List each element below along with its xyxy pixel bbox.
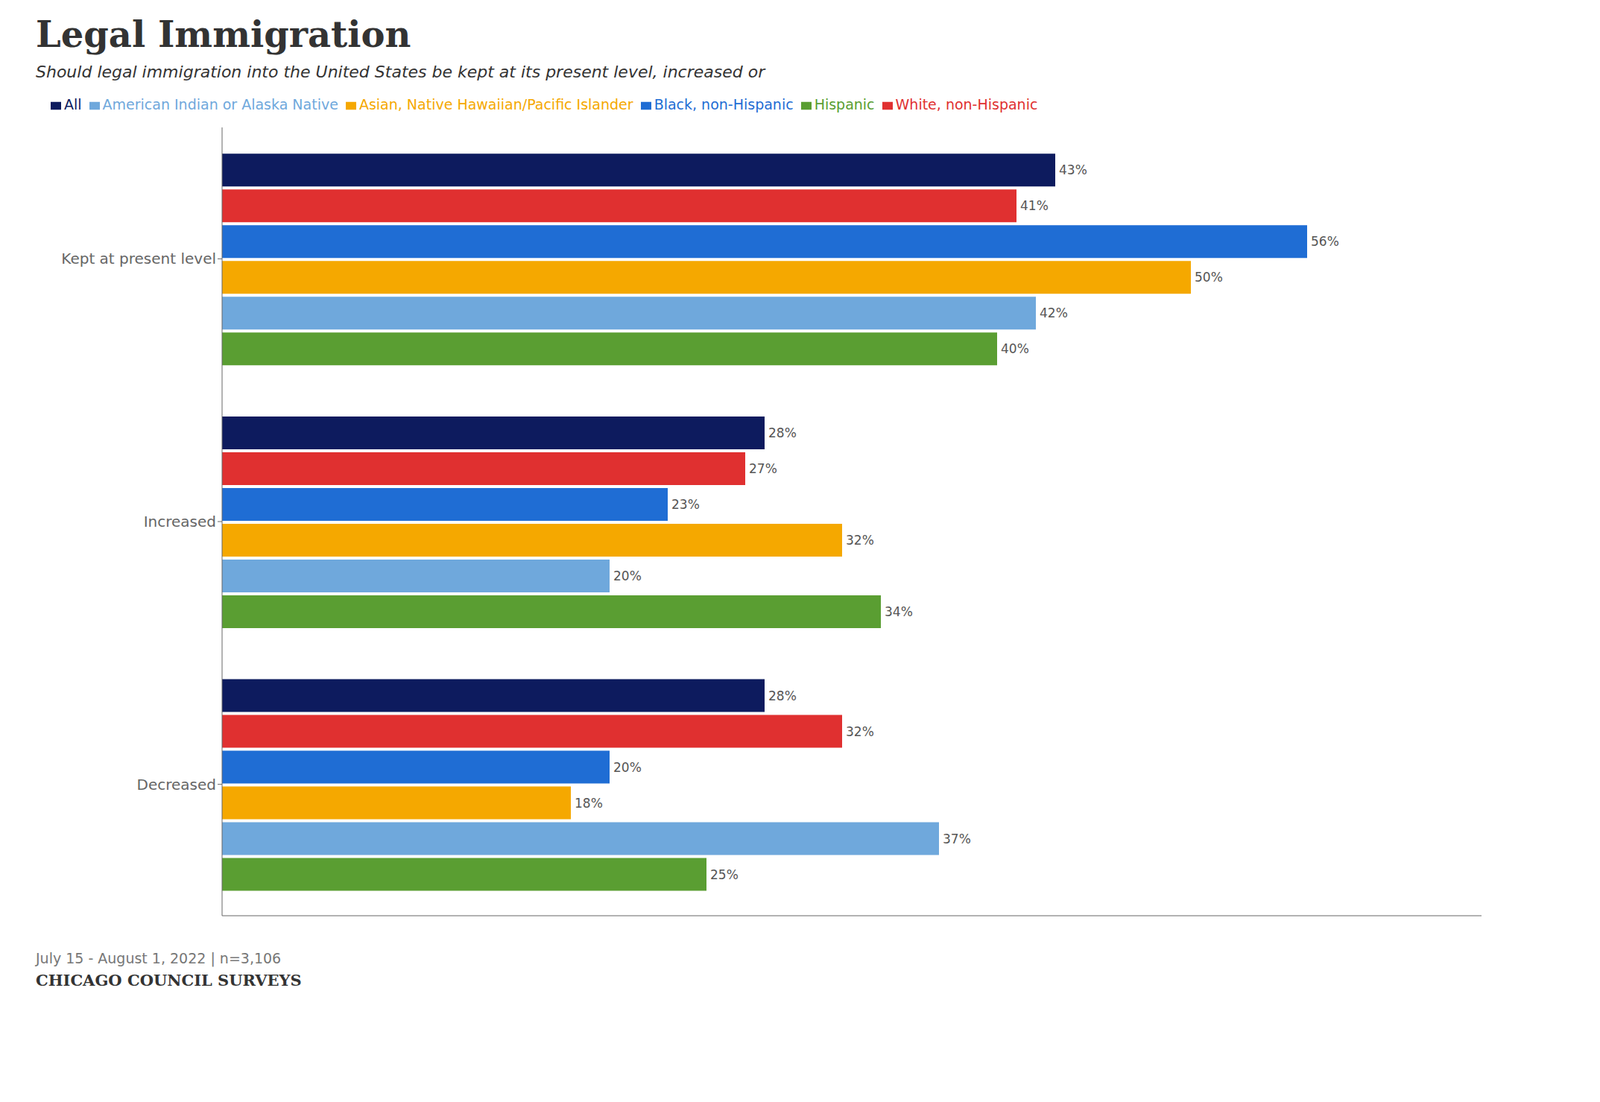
svg-text:50%: 50%	[1194, 269, 1223, 285]
svg-text:56%: 56%	[1310, 234, 1340, 249]
svg-text:32%: 32%	[845, 724, 875, 740]
svg-text:18%: 18%	[574, 795, 603, 811]
html-text:Hispanic: Hispanic	[814, 96, 875, 113]
svg-text:42%: 42%	[1039, 305, 1068, 321]
svg-text:28%: 28%	[768, 425, 797, 441]
svg-text:23%: 23%	[671, 497, 700, 512]
html-text:CHICAGO COUNCIL SURVEYS: CHICAGO COUNCIL SURVEYS	[35, 971, 302, 990]
html-text:July 15 - August 1, 2022 | n=3: July 15 - August 1, 2022 | n=3,106	[35, 950, 282, 967]
svg-text:37%: 37%	[942, 831, 972, 847]
html-text:Should legal immigration into: Should legal immigration into the United…	[35, 62, 765, 82]
svg-text:20%: 20%	[613, 568, 642, 584]
svg-text:Increased: Increased	[143, 512, 217, 531]
svg-text:Kept at present level: Kept at present level	[61, 249, 217, 268]
svg-text:25%: 25%	[710, 867, 739, 883]
svg-text:34%: 34%	[884, 604, 913, 620]
html-text:Black, non-Hispanic: Black, non-Hispanic	[654, 96, 794, 113]
html-text:White, non-Hispanic: White, non-Hispanic	[895, 96, 1038, 113]
html-text:Asian, Native Hawaiian/Pacific: Asian, Native Hawaiian/Pacific Islander	[359, 96, 634, 113]
html-text:American Indian or Alaska Nati: American Indian or Alaska Native	[102, 96, 339, 113]
svg-text:32%: 32%	[845, 532, 875, 548]
svg-text:27%: 27%	[748, 461, 778, 477]
svg-text:28%: 28%	[768, 688, 797, 704]
html-text:Legal Immigration: Legal Immigration	[35, 13, 411, 56]
html-text:All: All	[64, 96, 82, 113]
svg-text:Decreased: Decreased	[137, 775, 217, 794]
svg-text:40%: 40%	[1000, 341, 1030, 357]
svg-text:41%: 41%	[1020, 198, 1049, 214]
svg-text:20%: 20%	[613, 760, 642, 776]
svg-text:43%: 43%	[1058, 162, 1088, 178]
